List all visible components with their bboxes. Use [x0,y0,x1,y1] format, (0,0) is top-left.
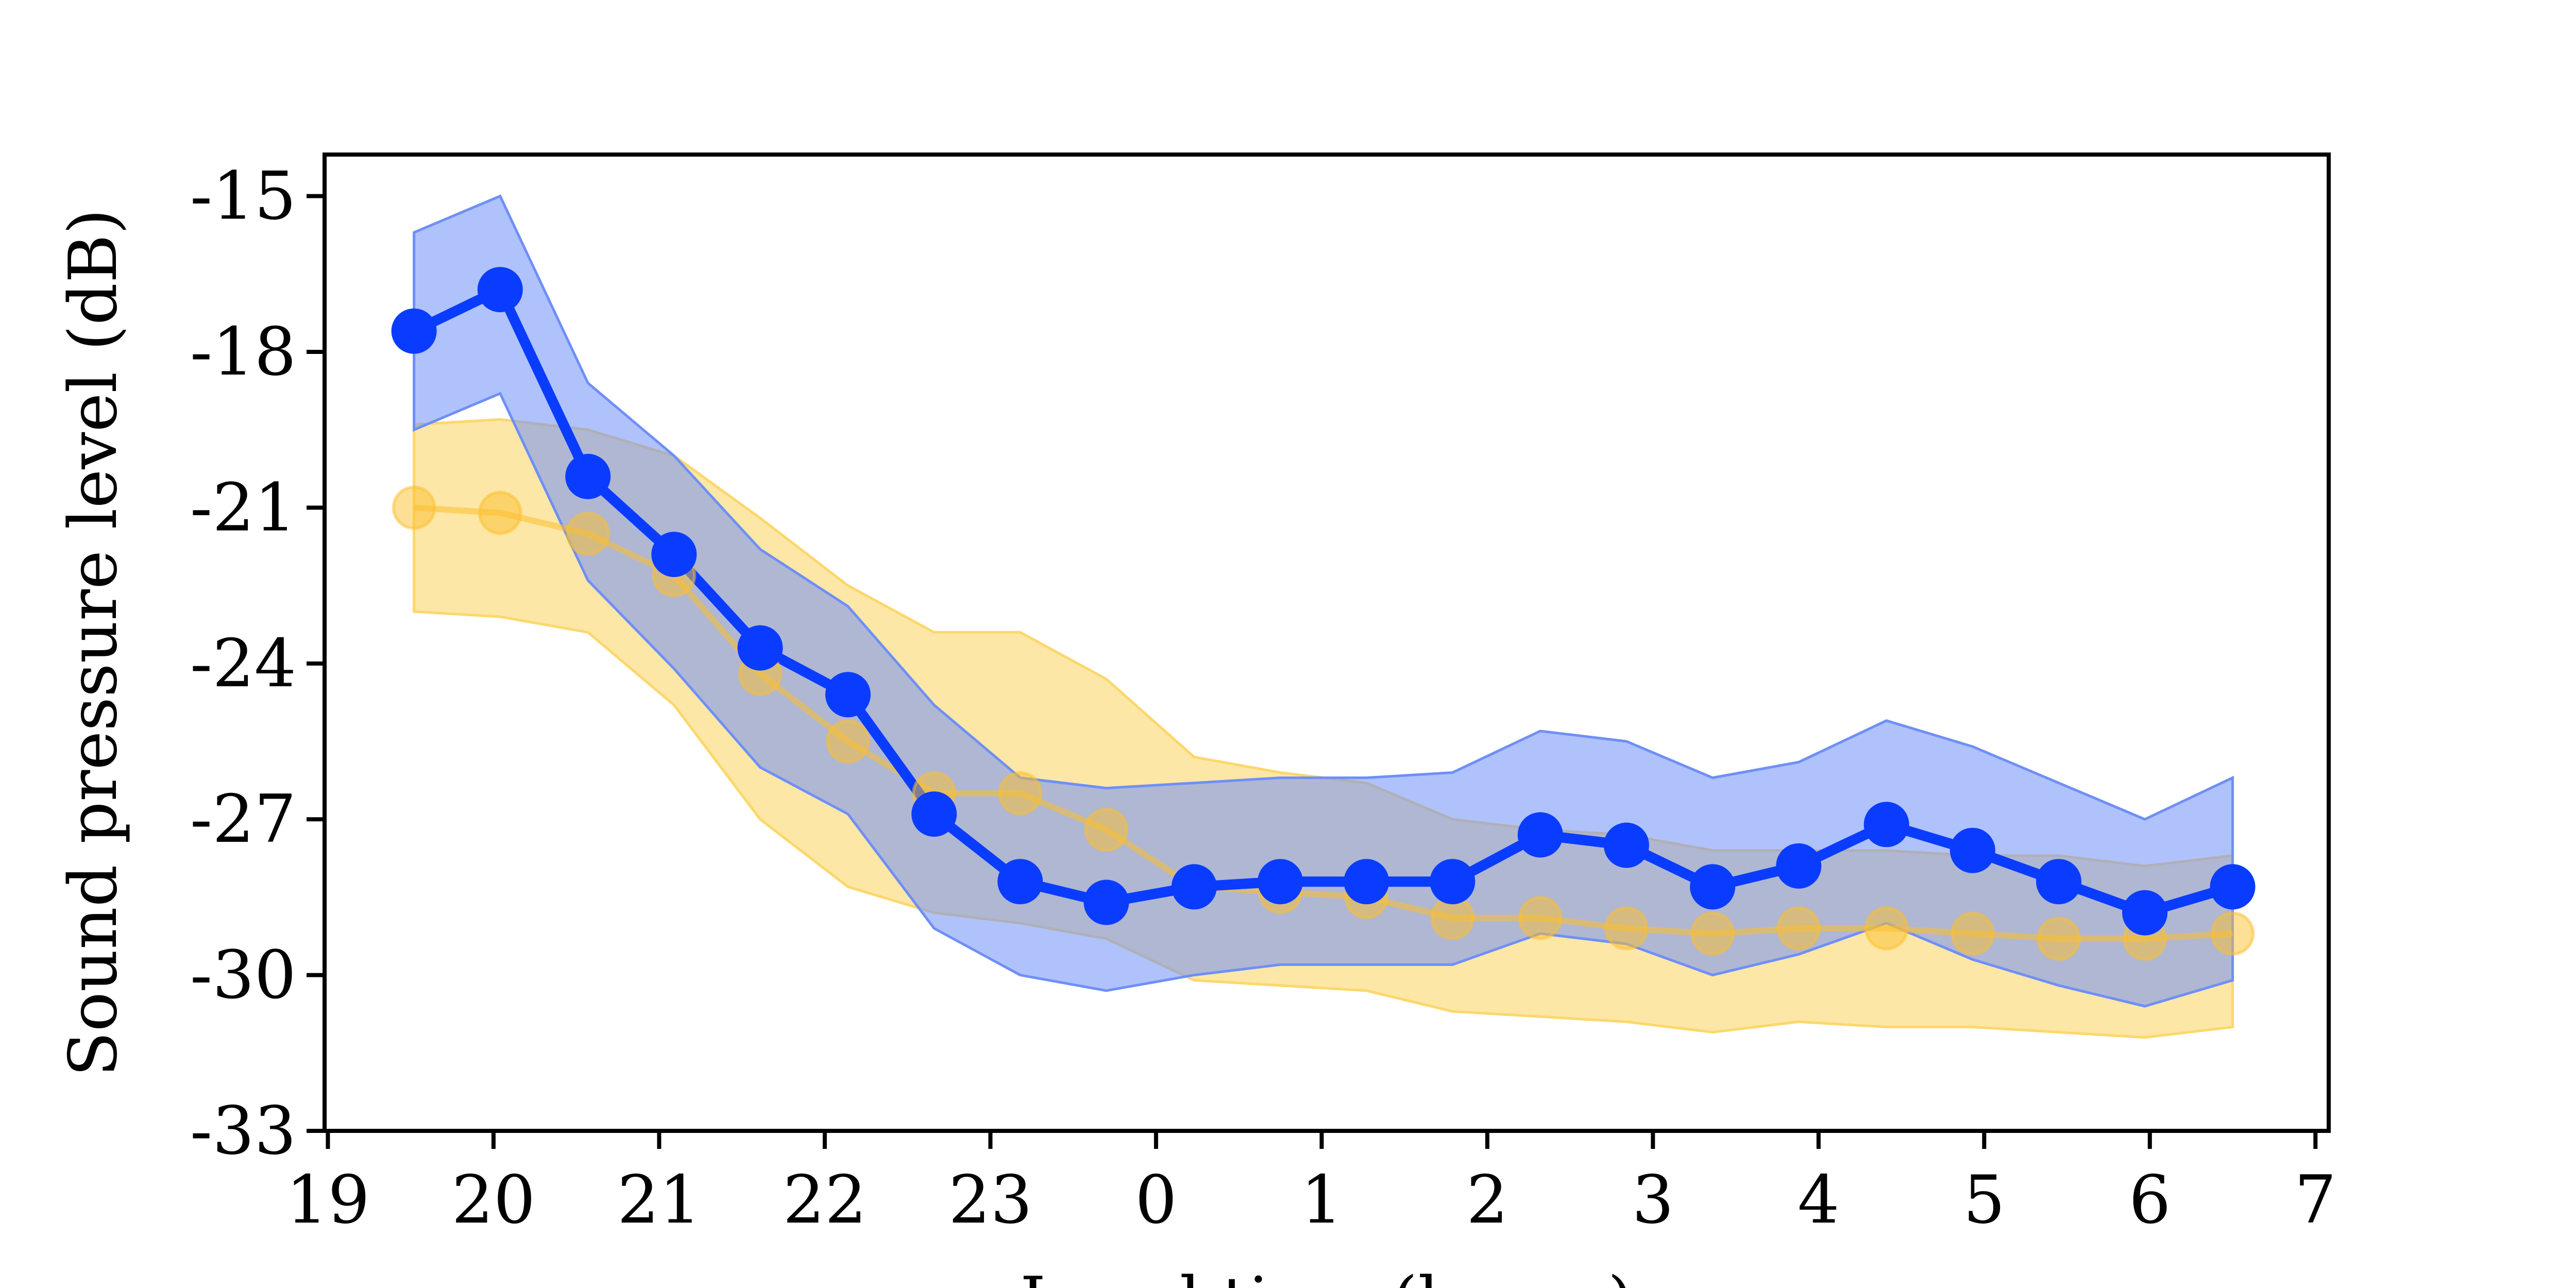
y-tick-label: -24 [190,625,296,702]
plot-frame [323,152,2331,1133]
x-tick-label: 22 [783,1162,867,1239]
x-tick-label: 7 [2295,1162,2336,1239]
y-tick-label: -27 [190,781,296,858]
data-point-series-1 [1083,879,1129,925]
data-point-series-1 [911,791,957,837]
data-point-series-1 [1430,859,1476,905]
data-point-series-1 [825,672,871,718]
data-point-series-1 [1690,864,1736,910]
y-tick-label: -21 [190,469,296,546]
x-tick-label: 0 [1135,1162,1177,1239]
y-tick-label: -15 [190,158,296,235]
data-point-series-2 [2037,917,2081,961]
data-point-series-2 [1604,906,1649,951]
x-tick-label: 4 [1798,1162,1839,1239]
data-point-series-1 [997,859,1043,905]
x-tick-label: 3 [1632,1162,1674,1239]
data-point-series-2 [392,485,436,530]
data-point-series-1 [565,453,611,499]
data-point-series-1 [1776,843,1822,889]
x-tick-label: 21 [617,1162,701,1239]
data-point-series-1 [391,308,437,354]
y-axis-ticks: -33 -30 -27 -24 -21 -18 -15 [190,158,325,1170]
data-point-series-2 [1864,906,1909,951]
confidence-bands [413,194,2234,1039]
data-point-series-2 [2210,911,2255,956]
data-point-series-1 [1863,802,1909,848]
data-point-series-1 [1950,827,1995,873]
data-point-series-1 [2210,864,2256,910]
x-axis-title: Local time (hours) [1020,1263,1634,1288]
y-tick-label: -30 [190,937,296,1014]
data-point-series-2 [566,511,611,556]
data-point-series-1 [1171,864,1217,910]
x-tick-label: 23 [948,1162,1032,1239]
x-tick-label: 6 [2129,1162,2171,1239]
data-points [391,267,2256,961]
confidence-band-series-1 [413,194,2234,1008]
data-point-series-1 [2036,859,2081,905]
series-line-1 [412,284,2234,918]
x-tick-label: 1 [1301,1162,1343,1239]
x-tick-label: 19 [286,1162,370,1239]
data-point-series-1 [1517,812,1563,858]
data-point-series-1 [1344,859,1389,905]
data-point-series-2 [1690,911,1735,956]
series-lines [412,284,2234,942]
data-point-series-1 [737,625,783,671]
y-axis-title: Sound pressure level (dB) [55,209,132,1077]
data-point-series-2 [825,719,870,764]
x-tick-label: 5 [1963,1162,2005,1239]
data-point-series-1 [651,532,697,578]
y-tick-label: -18 [190,314,296,391]
series-line-2 [414,504,2233,942]
data-point-series-1 [1258,859,1303,905]
x-tick-label: 20 [451,1162,535,1239]
data-point-series-2 [998,771,1043,816]
x-axis-ticks: 19 20 21 22 23 0 1 2 3 4 5 6 7 [286,1131,2336,1239]
data-point-series-1 [1603,822,1649,868]
x-tick-label: 2 [1466,1162,1508,1239]
data-point-series-1 [2122,890,2168,936]
y-tick-label: -33 [190,1093,296,1170]
data-point-series-2 [1776,906,1821,951]
data-point-series-2 [478,490,522,535]
data-point-series-2 [1950,911,1995,956]
data-point-series-2 [1518,895,1563,940]
data-point-series-1 [477,267,523,313]
data-point-series-2 [1084,807,1129,852]
